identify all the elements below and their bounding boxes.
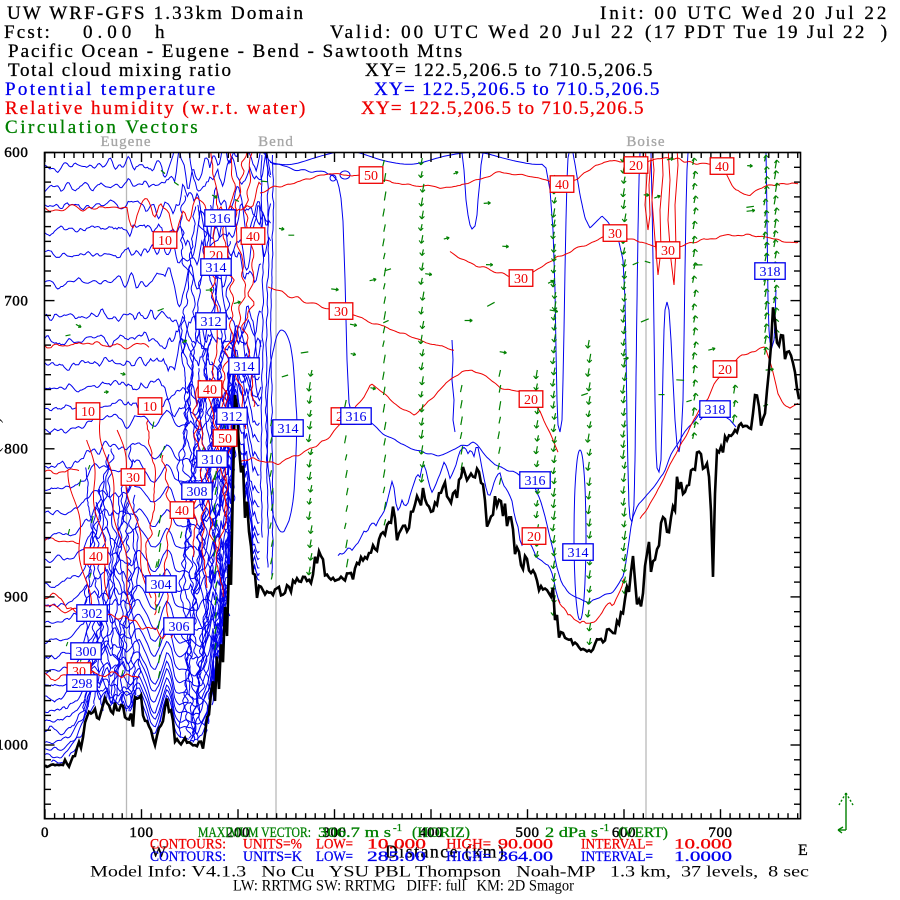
svg-text:Boise: Boise (626, 134, 665, 150)
svg-text:304: 304 (151, 578, 172, 593)
svg-text:(HORIZ): (HORIZ) (412, 825, 470, 841)
svg-text:2 dPa s: 2 dPa s (545, 825, 598, 841)
svg-text:MAXIMUM VECTOR:: MAXIMUM VECTOR: (198, 825, 311, 841)
svg-text:CONTOURS:: CONTOURS: (150, 837, 226, 853)
svg-text:40: 40 (715, 160, 729, 175)
svg-text:LOW=: LOW= (316, 837, 353, 853)
svg-text:Pressure (mb): Pressure (mb) (0, 417, 4, 523)
svg-text:0: 0 (41, 825, 49, 841)
svg-text:316: 316 (525, 474, 546, 489)
svg-text:10.000: 10.000 (367, 837, 426, 853)
svg-text:316: 316 (210, 212, 231, 227)
svg-text:318: 318 (705, 403, 726, 418)
svg-text:INTERVAL=: INTERVAL= (581, 849, 653, 865)
svg-text:300: 300 (322, 825, 346, 841)
svg-text:10.000: 10.000 (674, 837, 732, 853)
svg-text:HIGH=: HIGH= (446, 849, 491, 865)
svg-text:316: 316 (346, 410, 367, 425)
svg-text:285.00: 285.00 (367, 849, 426, 865)
svg-text:Fcst:: Fcst: (4, 22, 52, 43)
svg-text:(17 PDT Tue 19 Jul 22 ): (17 PDT Tue 19 Jul 22 ) (645, 22, 889, 43)
svg-text:XY= 122.5,206.5 to 710.5,206.5: XY= 122.5,206.5 to 710.5,206.5 (365, 60, 654, 81)
svg-text:50: 50 (364, 169, 378, 184)
svg-text:30: 30 (334, 305, 348, 320)
svg-text:30: 30 (514, 272, 528, 287)
svg-text:40: 40 (203, 383, 217, 398)
svg-text:314: 314 (206, 261, 227, 276)
svg-text:900: 900 (4, 590, 28, 606)
svg-text:Model Info: V4.1.3 No Cu Y: Model Info: V4.1.3 No Cu YSU PBL Thompso… (90, 863, 809, 880)
svg-text:30: 30 (661, 244, 675, 259)
svg-text:Bend: Bend (258, 134, 294, 150)
svg-text:1000: 1000 (0, 738, 29, 754)
svg-text:UW WRF-GFS 1.33km Domain: UW WRF-GFS 1.33km Domain (7, 3, 305, 24)
svg-text:20: 20 (527, 530, 541, 545)
svg-text:HIGH=: HIGH= (446, 837, 491, 853)
svg-text:Init: 00 UTC Wed 20 Jul 22: Init: 00 UTC Wed 20 Jul 22 (600, 3, 889, 24)
svg-text:298: 298 (72, 677, 93, 692)
svg-text:10: 10 (158, 234, 172, 249)
svg-text:-1: -1 (393, 822, 402, 834)
svg-text:10: 10 (81, 405, 95, 420)
svg-text:306.7 m s: 306.7 m s (318, 825, 391, 841)
svg-text:50: 50 (218, 432, 232, 447)
svg-text:312: 312 (201, 315, 222, 330)
svg-text:30: 30 (126, 471, 140, 486)
svg-text:0.00: 0.00 (83, 22, 136, 43)
svg-text:1.0000: 1.0000 (674, 849, 732, 865)
svg-text:600: 600 (612, 825, 636, 841)
svg-text:Total cloud mixing ratio: Total cloud mixing ratio (8, 60, 233, 81)
svg-text:100: 100 (129, 825, 153, 841)
svg-text:E: E (798, 842, 808, 859)
svg-text:Valid: 00 UTC Wed 20 Jul 22: Valid: 00 UTC Wed 20 Jul 22 (330, 22, 636, 43)
svg-text:90.000: 90.000 (498, 837, 553, 853)
svg-text:20: 20 (718, 363, 732, 378)
svg-text:40: 40 (89, 550, 103, 565)
svg-text:302: 302 (82, 607, 103, 622)
svg-text:200: 200 (226, 825, 250, 841)
svg-text:-1: -1 (600, 822, 609, 834)
svg-text:700: 700 (708, 825, 732, 841)
svg-text:318: 318 (760, 265, 781, 280)
svg-text:20: 20 (629, 159, 643, 174)
svg-text:LOW=: LOW= (316, 849, 353, 865)
svg-text:300: 300 (76, 645, 97, 660)
svg-text:310: 310 (202, 453, 223, 468)
svg-text:600: 600 (4, 145, 28, 161)
svg-text:LW: RRTMG SW: RRTMG DIFF: fu: LW: RRTMG SW: RRTMG DIFF: full KM: 2D Sm… (233, 878, 575, 895)
svg-text:40: 40 (246, 230, 260, 245)
svg-text:306: 306 (169, 620, 190, 635)
svg-text:UNITS=K: UNITS=K (243, 849, 302, 865)
svg-text:314: 314 (234, 360, 255, 375)
svg-text:400: 400 (419, 825, 443, 841)
svg-text:UNITS=%: UNITS=% (243, 837, 302, 853)
svg-text:314: 314 (568, 546, 589, 561)
svg-text:XY= 122.5,206.5 to 710.5,206.5: XY= 122.5,206.5 to 710.5,206.5 (361, 98, 645, 119)
svg-text:CONTOURS:: CONTOURS: (150, 849, 226, 865)
svg-text:Eugene: Eugene (101, 134, 152, 150)
svg-text:Circulation Vectors: Circulation Vectors (5, 117, 200, 138)
svg-text:h: h (155, 22, 165, 43)
svg-text:314: 314 (278, 422, 299, 437)
svg-text:40: 40 (175, 504, 189, 519)
svg-text:INTERVAL=: INTERVAL= (581, 837, 653, 853)
svg-text:700: 700 (4, 293, 28, 309)
svg-text:20: 20 (524, 393, 538, 408)
svg-text:800: 800 (4, 441, 28, 457)
svg-text:Relative humidity (w.r.t. wate: Relative humidity (w.r.t. water) (5, 98, 307, 119)
svg-text:(VERT): (VERT) (618, 825, 668, 841)
svg-text:308: 308 (187, 485, 208, 500)
svg-text:312: 312 (222, 410, 243, 425)
svg-text:Pacific Ocean - Eugene - Bend: Pacific Ocean - Eugene - Bend - Sawtooth… (8, 41, 464, 62)
svg-text:30: 30 (608, 227, 622, 242)
svg-text:Potential temperature: Potential temperature (5, 79, 218, 100)
svg-text:Distance (km): Distance (km) (385, 842, 505, 862)
svg-text:40: 40 (555, 178, 569, 193)
svg-text:364.00: 364.00 (498, 849, 553, 865)
svg-text:W: W (151, 844, 167, 861)
svg-text:XY= 122.5,206.5 to 710.5,206.5: XY= 122.5,206.5 to 710.5,206.5 (374, 79, 661, 100)
svg-text:500: 500 (515, 825, 539, 841)
svg-text:10: 10 (143, 400, 157, 415)
